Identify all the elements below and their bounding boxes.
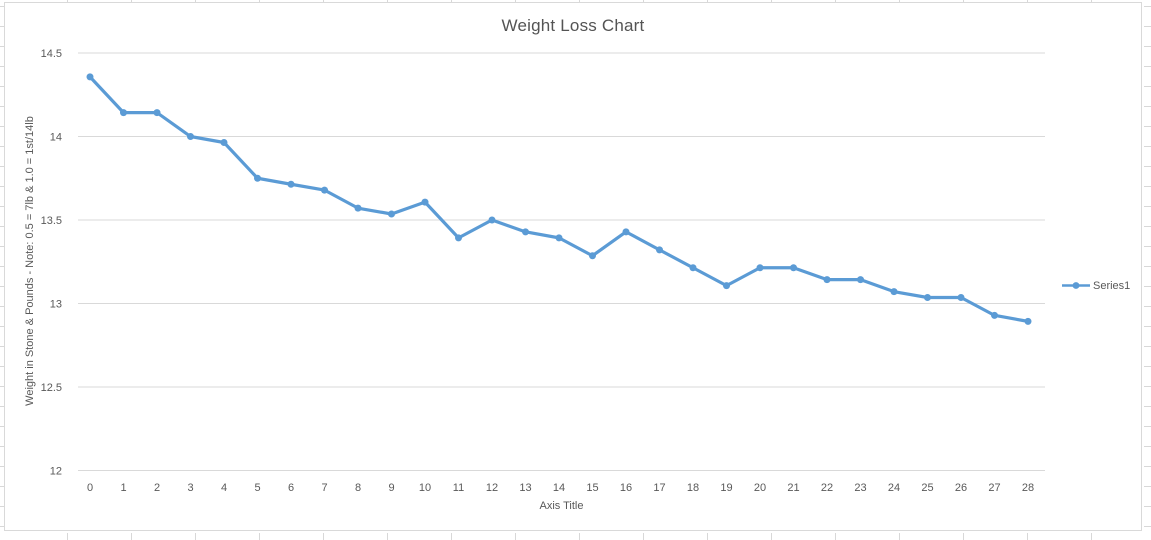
y-tick-label: 12 bbox=[50, 466, 62, 478]
data-point[interactable] bbox=[287, 180, 295, 188]
x-tick-label: 7 bbox=[321, 482, 327, 494]
x-tick-label: 18 bbox=[687, 482, 699, 494]
x-tick-label: 5 bbox=[254, 482, 260, 494]
x-tick-label: 2 bbox=[154, 482, 160, 494]
data-point[interactable] bbox=[622, 228, 630, 236]
data-point[interactable] bbox=[488, 216, 496, 224]
series-line[interactable] bbox=[88, 75, 1030, 323]
data-point[interactable] bbox=[153, 109, 161, 117]
data-point[interactable] bbox=[388, 210, 395, 218]
data-point[interactable] bbox=[857, 276, 864, 284]
x-tick-label: 13 bbox=[519, 482, 531, 494]
x-tick-label: 16 bbox=[620, 482, 632, 494]
x-tick-label: 14 bbox=[553, 482, 565, 494]
data-point[interactable] bbox=[187, 133, 194, 140]
x-tick-label: 24 bbox=[888, 482, 900, 494]
x-tick-label: 0 bbox=[87, 482, 93, 494]
data-point[interactable] bbox=[589, 252, 596, 260]
legend[interactable]: Series1 bbox=[1061, 279, 1130, 292]
data-point[interactable] bbox=[689, 264, 697, 272]
x-tick-label: 19 bbox=[720, 482, 732, 494]
data-point[interactable] bbox=[823, 276, 831, 284]
y-tick-label: 13 bbox=[50, 299, 62, 311]
data-point[interactable] bbox=[421, 198, 429, 206]
data-point[interactable] bbox=[991, 311, 998, 319]
x-tick-label: 15 bbox=[586, 482, 598, 494]
data-point[interactable] bbox=[522, 228, 529, 236]
data-point[interactable] bbox=[120, 109, 127, 117]
sheet-gridline-stubs-right bbox=[1144, 0, 1151, 540]
data-point[interactable] bbox=[723, 282, 730, 290]
data-point[interactable] bbox=[756, 264, 764, 272]
x-tick-label: 20 bbox=[754, 482, 766, 494]
legend-line-marker-icon bbox=[1062, 282, 1090, 289]
y-axis-title: Weight in Stone & Pounds - Note: 0.5 = 7… bbox=[24, 116, 36, 406]
data-point[interactable] bbox=[790, 264, 797, 272]
x-tick-label: 1 bbox=[120, 482, 126, 494]
x-tick-label: 8 bbox=[355, 482, 361, 494]
x-tick-label: 22 bbox=[821, 482, 833, 494]
data-point[interactable] bbox=[455, 234, 462, 242]
x-tick-label: 17 bbox=[653, 482, 665, 494]
chart-canvas[interactable]: Weight Loss Chart 12 12.5 13 13.5 14 14.5 0 1 2 3… bbox=[4, 2, 1142, 531]
data-point[interactable] bbox=[254, 174, 261, 182]
x-tick-label: 11 bbox=[453, 482, 464, 494]
x-tick-label: 6 bbox=[288, 482, 294, 494]
x-tick-label: 12 bbox=[486, 482, 498, 494]
y-tick-label: 12.5 bbox=[41, 382, 62, 394]
x-tick-label: 27 bbox=[988, 482, 1000, 494]
y-tick-label: 14.5 bbox=[41, 48, 62, 60]
x-axis-title: Axis Title bbox=[539, 500, 584, 512]
data-point[interactable] bbox=[957, 293, 965, 301]
data-point[interactable] bbox=[220, 139, 228, 147]
y-tick-label: 13.5 bbox=[41, 215, 62, 227]
x-tick-label: 25 bbox=[921, 482, 933, 494]
x-tick-label: 4 bbox=[221, 482, 227, 494]
data-point[interactable] bbox=[321, 186, 328, 194]
data-point[interactable] bbox=[924, 293, 931, 301]
data-point[interactable] bbox=[555, 234, 563, 242]
chart-title: Weight Loss Chart bbox=[501, 16, 645, 35]
x-tick-label: 21 bbox=[787, 482, 799, 494]
x-tick-label: 23 bbox=[854, 482, 866, 494]
y-tick-label: 14 bbox=[50, 132, 62, 144]
data-point[interactable] bbox=[86, 73, 94, 81]
x-tick-label: 26 bbox=[955, 482, 967, 494]
x-tick-label: 10 bbox=[419, 482, 431, 494]
legend-series-label: Series1 bbox=[1093, 279, 1131, 292]
sheet-gridline-stubs-bottom bbox=[0, 533, 1151, 540]
data-point[interactable] bbox=[354, 204, 362, 212]
x-tick-label: 9 bbox=[388, 482, 394, 494]
data-point[interactable] bbox=[890, 288, 898, 296]
x-tick-label: 28 bbox=[1022, 482, 1034, 494]
x-tick-label: 3 bbox=[187, 482, 193, 494]
data-point[interactable] bbox=[1024, 317, 1032, 325]
data-point[interactable] bbox=[656, 246, 663, 254]
